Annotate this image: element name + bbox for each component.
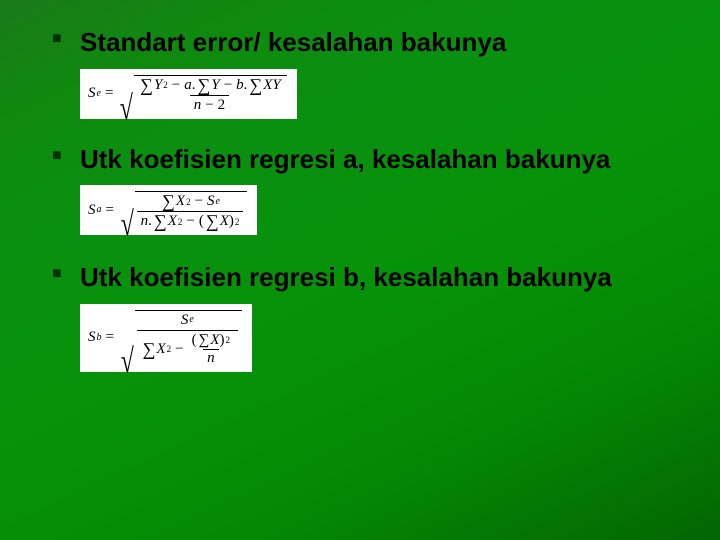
bullet-1-text: Standart error/ kesalahan bakunya bbox=[80, 27, 506, 57]
formula-se: Se = √ ∑Y2 − a. ∑Y − b. ∑XY n−2 bbox=[80, 69, 297, 119]
bullet-2: Utk koefisien regresi a, kesalahan bakun… bbox=[80, 143, 680, 176]
bullet-3-text: Utk koefisien regresi b, kesalahan bakun… bbox=[80, 262, 612, 292]
radical-icon: √ bbox=[121, 225, 134, 229]
slide: Standart error/ kesalahan bakunya Se = √… bbox=[0, 0, 720, 540]
bullet-3: Utk koefisien regresi b, kesalahan bakun… bbox=[80, 261, 680, 294]
formula-sa: Sa = √ ∑X2 − Se n. ∑X2 − (∑X)2 bbox=[80, 185, 257, 235]
bullet-2-text: Utk koefisien regresi a, kesalahan bakun… bbox=[80, 144, 610, 174]
bullet-1: Standart error/ kesalahan bakunya bbox=[80, 26, 680, 59]
formula-sb: Sb = √ Se ∑X2 − (∑X)2 bbox=[80, 304, 252, 372]
radical-icon: √ bbox=[120, 109, 133, 113]
radical-icon: √ bbox=[121, 362, 134, 366]
